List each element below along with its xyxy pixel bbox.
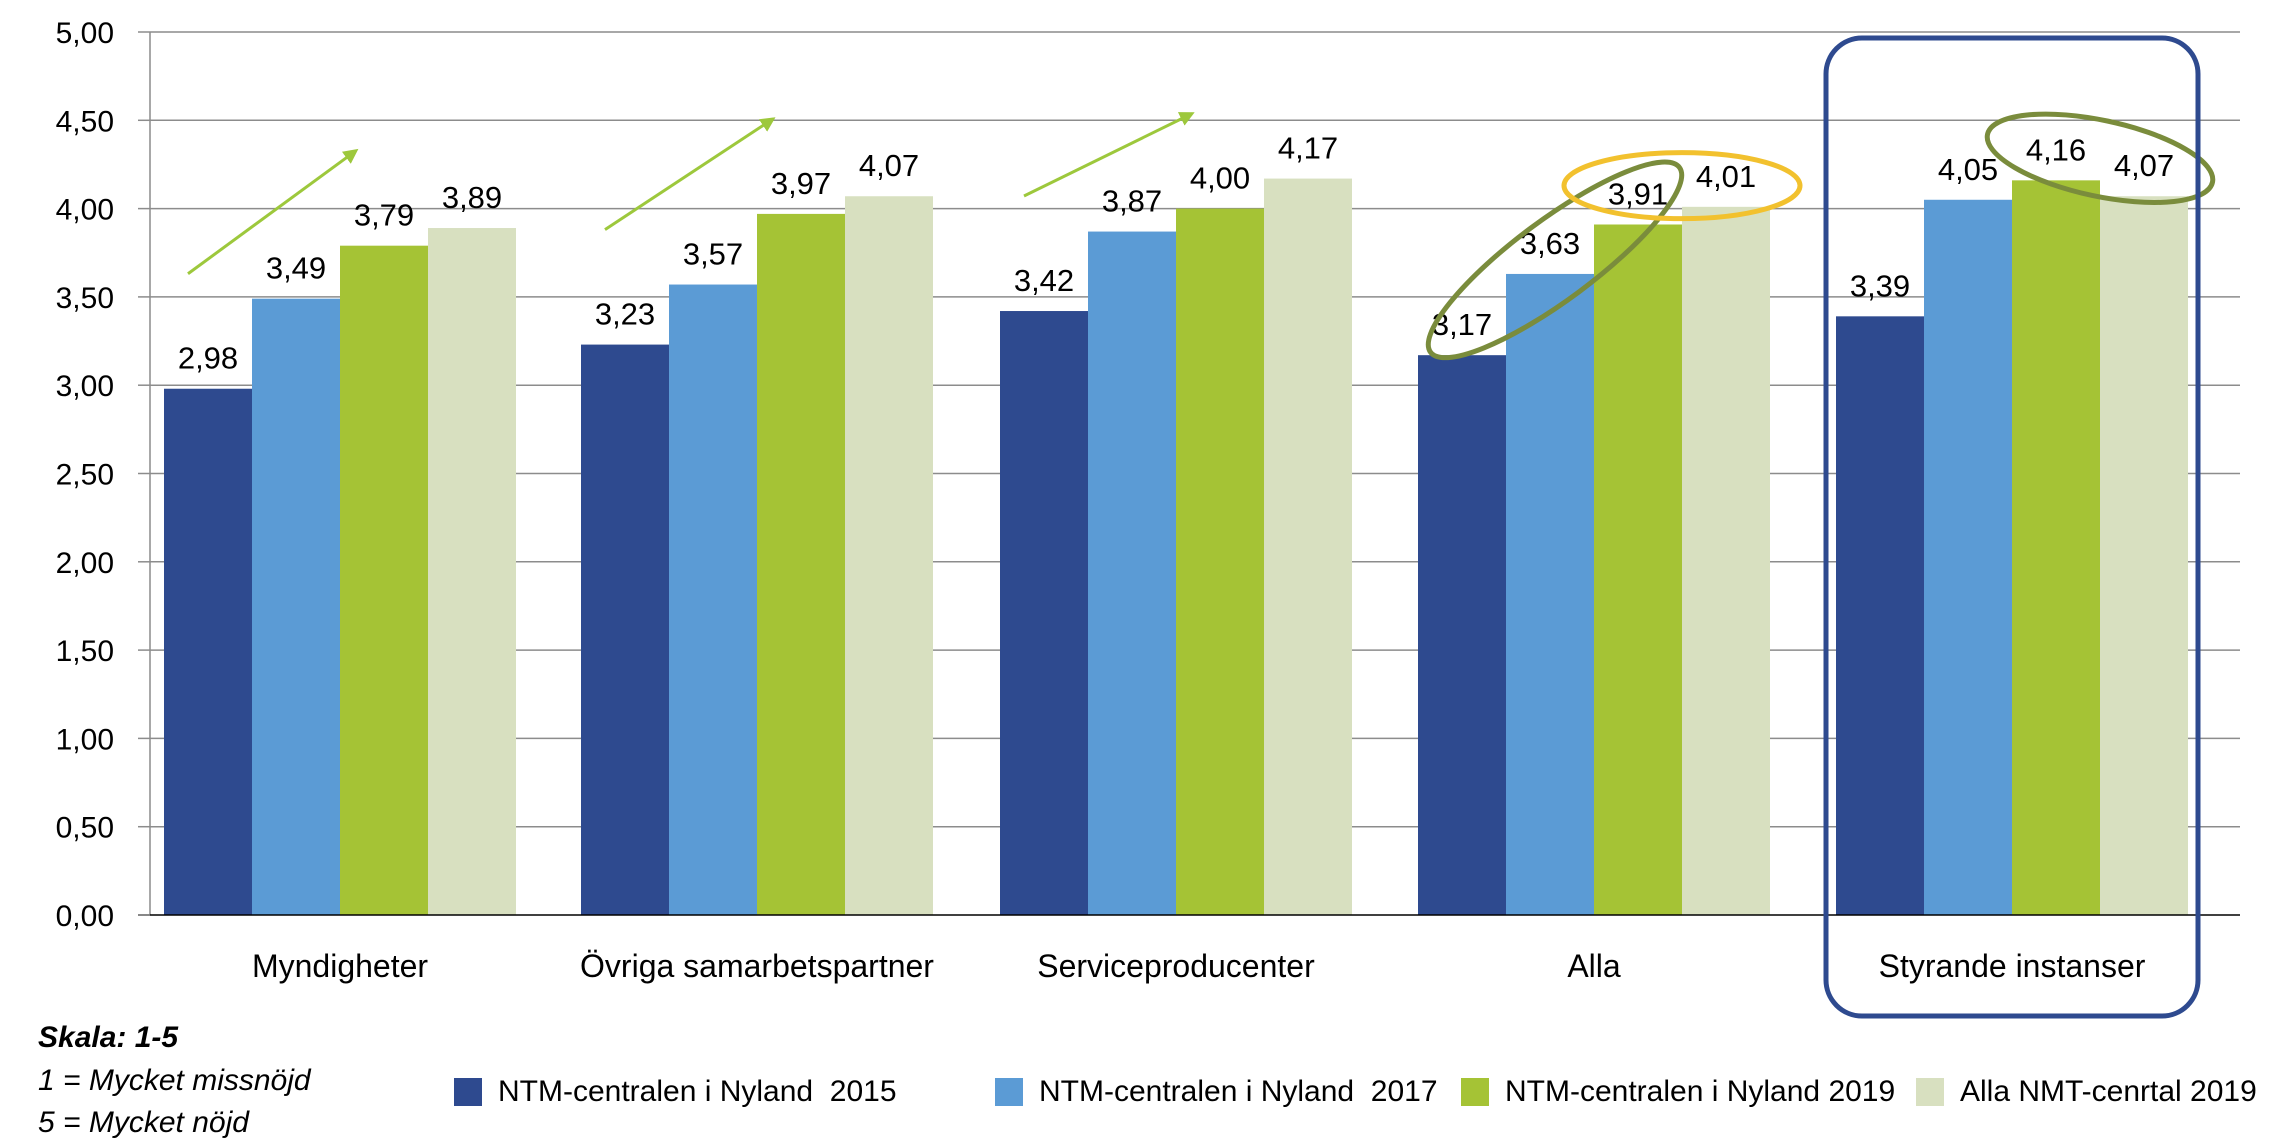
data-label: 2,98 (178, 341, 238, 376)
x-category-label: Övriga samarbetspartner (580, 948, 934, 984)
bar (757, 213, 845, 915)
data-labels: 2,98 3,49 3,79 3,89 3,23 3,57 3,97 4,07 3,42 3,87… (178, 131, 2174, 376)
scale-low-note: 1 = Mycket missnöjd (38, 1064, 311, 1097)
bar (1000, 311, 1088, 915)
legend-item-2019: NTM-centralen i Nyland 2019 (1461, 1072, 1895, 1112)
legend-label-all-2019: Alla NMT-cenrtal 2019 (1960, 1075, 2257, 1108)
y-tick-label: 4,00 (56, 194, 114, 227)
bar (581, 344, 669, 915)
data-label: 4,16 (2026, 132, 2086, 167)
bar (1836, 316, 1924, 915)
bar (845, 196, 933, 915)
highlight-ellipse-olive (1984, 111, 2216, 205)
legend-item-all-2019: Alla NMT-cenrtal 2019 (1916, 1072, 2257, 1112)
y-tick-label: 5,00 (56, 17, 114, 50)
legend-swatch-2015 (454, 1078, 482, 1106)
scale-high-note: 5 = Mycket nöjd (38, 1106, 249, 1139)
bar (1418, 355, 1506, 916)
y-tick-label: 3,00 (56, 370, 114, 403)
data-label: 3,42 (1014, 263, 1074, 298)
bar (2100, 196, 2188, 915)
data-label: 3,57 (683, 237, 743, 272)
y-tick-label: 0,50 (56, 812, 114, 845)
bar (252, 298, 340, 915)
bar (1264, 178, 1352, 915)
x-category-label: Styrande instanser (1879, 948, 2146, 984)
y-tick-label: 2,00 (56, 547, 114, 580)
data-label: 3,87 (1102, 184, 1162, 219)
trend-arrow (1023, 112, 1195, 198)
data-label: 4,01 (1696, 159, 1756, 194)
x-category-label: Serviceproducenter (1037, 948, 1315, 984)
x-category-label: Myndigheter (252, 948, 428, 984)
legend-swatch-2019 (1461, 1078, 1489, 1106)
bar (1506, 273, 1594, 915)
axes: 0,00 0,50 1,00 1,50 2,00 2,50 3,00 3,50 4,00 4,50… (56, 17, 2240, 984)
x-category-label: Alla (1567, 948, 1621, 984)
legend-item-2015: NTM-centralen i Nyland 2015 (454, 1072, 897, 1112)
data-label: 4,07 (2114, 148, 2174, 183)
y-tick-label: 1,50 (56, 635, 114, 668)
y-tick-label: 4,50 (56, 105, 114, 138)
annotations (187, 35, 2216, 1019)
data-label: 4,07 (859, 148, 919, 183)
bars (164, 178, 2188, 916)
bar (340, 245, 428, 915)
data-label: 3,49 (266, 251, 326, 286)
y-tick-label: 0,00 (56, 900, 114, 933)
legend-label-2015: NTM-centralen i Nyland 2015 (498, 1075, 897, 1108)
bar (669, 284, 757, 916)
bar (1176, 208, 1264, 916)
legend-label-2017: NTM-centralen i Nyland 2017 (1039, 1075, 1438, 1108)
legend-swatch-2017 (995, 1078, 1023, 1106)
y-tick-label: 2,50 (56, 459, 114, 492)
data-label: 3,97 (771, 166, 831, 201)
data-label: 3,91 (1608, 176, 1668, 211)
trend-arrow (604, 117, 776, 231)
scale-title: Skala: 1-5 (38, 1021, 179, 1054)
data-label: 3,23 (595, 297, 655, 332)
data-label: 3,89 (442, 180, 502, 215)
highlight-box (1823, 35, 2201, 1019)
legend-label-2019: NTM-centralen i Nyland 2019 (1505, 1075, 1896, 1108)
bar (1088, 231, 1176, 916)
y-tick-label: 1,00 (56, 723, 114, 756)
y-tick-label: 3,50 (56, 282, 114, 315)
bar (2012, 180, 2100, 915)
bar (164, 388, 252, 915)
data-label: 3,39 (1850, 268, 1910, 303)
highlight-ellipse-yellow (1561, 150, 1803, 222)
data-label: 3,79 (354, 198, 414, 233)
bar (428, 228, 516, 915)
data-label: 4,05 (1938, 152, 1998, 187)
trend-ellipse-olive (1425, 159, 1685, 361)
bar (1682, 206, 1770, 916)
bar (1594, 224, 1682, 915)
trend-arrow (187, 148, 359, 275)
bar (1924, 199, 2012, 915)
data-label: 4,17 (1278, 131, 1338, 166)
data-label: 4,00 (1190, 161, 1250, 196)
legend-item-2017: NTM-centralen i Nyland 2017 (995, 1072, 1438, 1112)
legend-swatch-all-2019 (1916, 1078, 1944, 1106)
